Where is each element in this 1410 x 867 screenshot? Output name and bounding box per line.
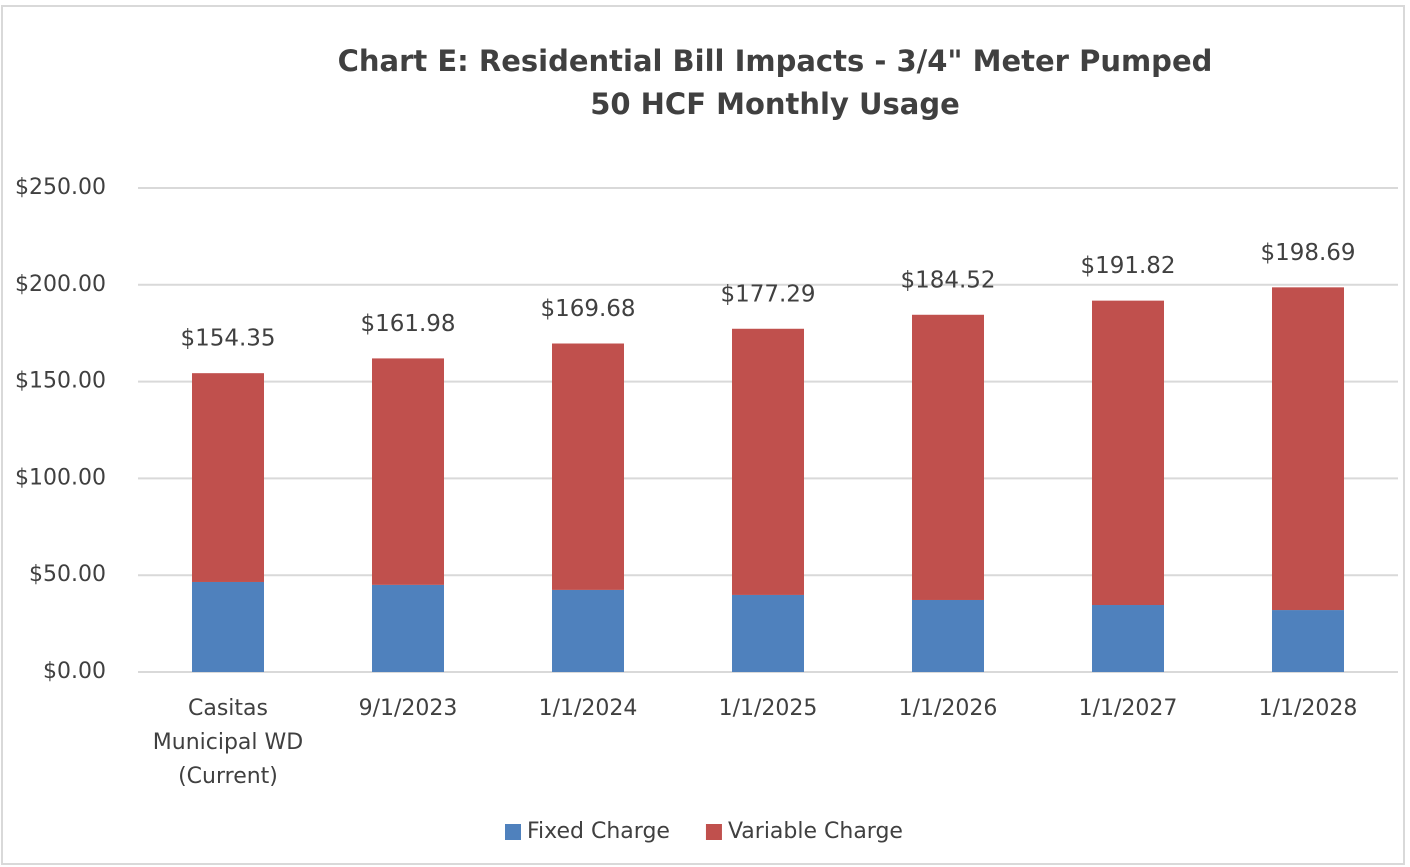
bar-segment [372,358,444,585]
legend-swatch [705,824,722,840]
bar-segment [732,594,804,672]
y-tick-label: $0.00 [43,659,106,684]
x-tick-label: 1/1/2026 [898,696,998,721]
bar-segment [1272,610,1344,672]
total-label: $177.29 [720,281,815,307]
legend-swatch [505,824,521,840]
bar-segment [552,343,624,590]
total-label: $161.98 [360,311,455,337]
bar-segment [1092,605,1164,672]
chart-subtitle: 50 HCF Monthly Usage [590,87,960,121]
bar-segment [372,584,444,672]
y-tick-label: $150.00 [15,369,106,394]
x-tick-label: Casitas Municipal WD (Current) [152,696,304,789]
bar-segment [552,589,624,672]
bar-segment [912,599,984,672]
bar-segment [732,328,804,595]
legend-label: Fixed Charge [527,819,670,844]
y-tick-label: $50.00 [29,562,106,587]
bar-segment [1272,287,1344,611]
y-tick-label: $250.00 [15,175,106,200]
legend-label: Variable Charge [728,819,903,844]
total-label: $198.69 [1260,240,1355,266]
x-tick-label: 1/1/2024 [538,696,638,721]
bar-segment [192,373,264,582]
y-tick-label: $100.00 [15,465,106,490]
total-label: $184.52 [900,267,995,293]
total-label: $191.82 [1080,253,1175,279]
x-tick-label: 1/1/2028 [1258,696,1358,721]
chart-title: Chart E: Residential Bill Impacts - 3/4"… [338,44,1213,78]
total-label: $154.35 [180,326,275,352]
x-tick-label: 1/1/2025 [718,696,818,721]
bar-segment [912,314,984,600]
bar-segment [1092,300,1164,606]
x-tick-label: 1/1/2027 [1078,696,1178,721]
x-tick-label: 9/1/2023 [358,696,458,721]
bar-segment [192,581,264,672]
total-label: $169.68 [540,296,635,322]
y-tick-label: $200.00 [15,272,106,297]
